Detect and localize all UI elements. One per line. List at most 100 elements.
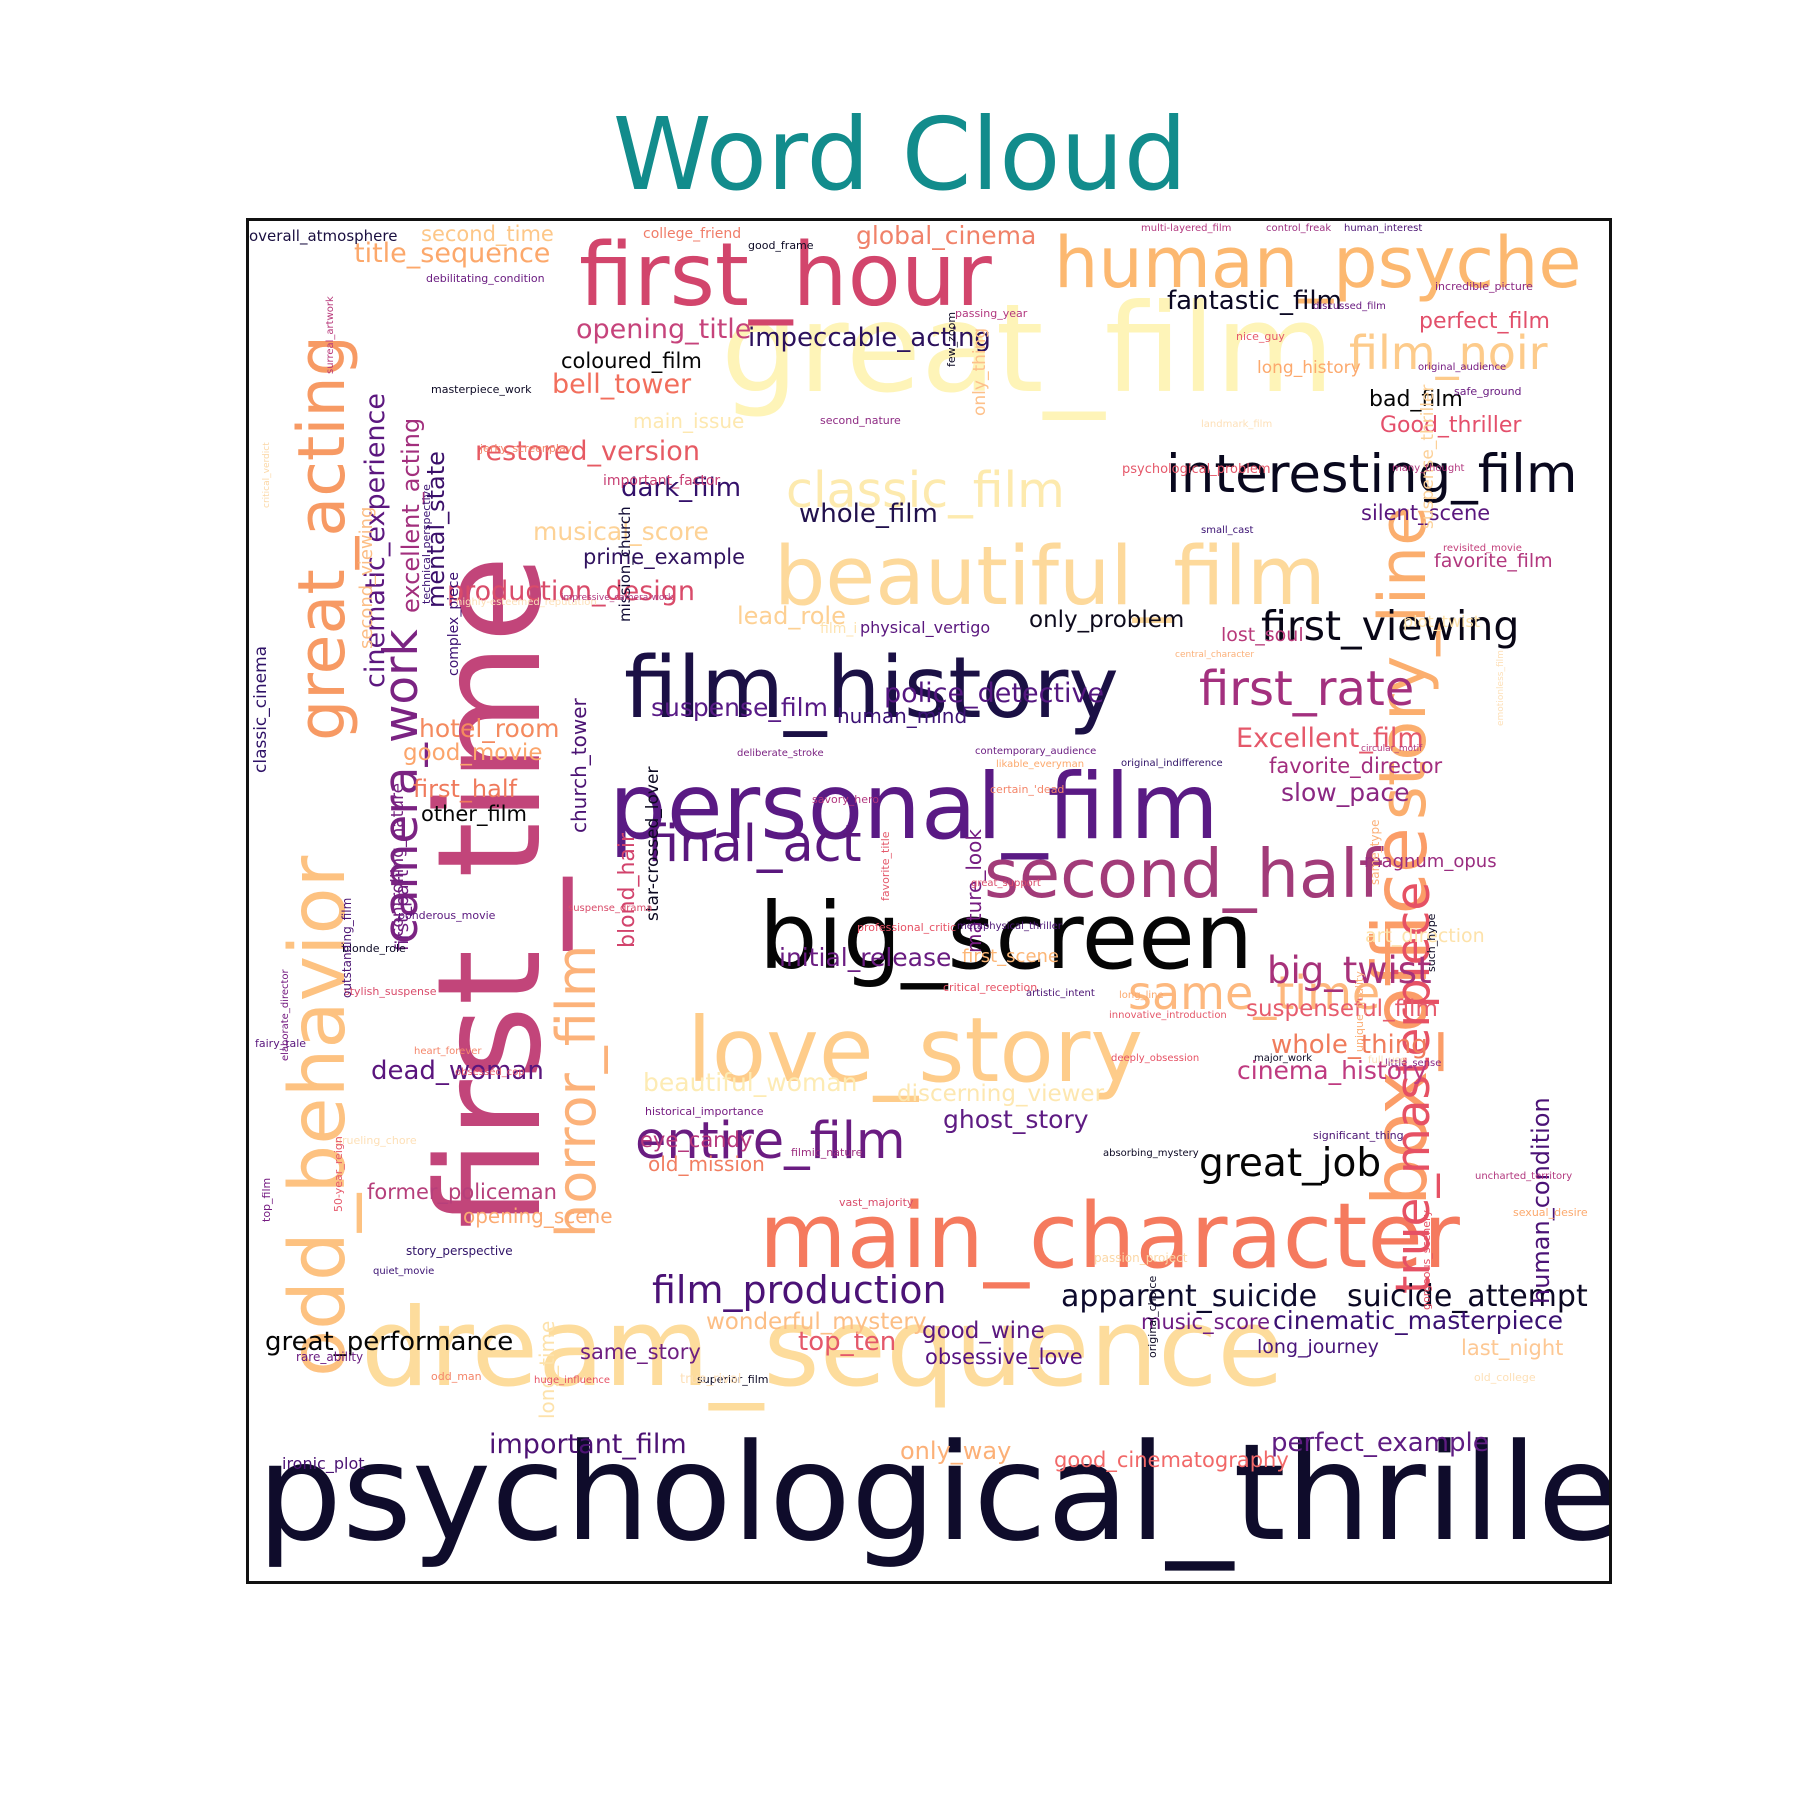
- word-apparent-suicide: apparent_suicide: [1061, 1279, 1317, 1314]
- word-classic-cinema: classic_cinema: [251, 646, 271, 773]
- word-huge-influence: huge_influence: [534, 1375, 610, 1386]
- word-plot-twist: plot_twist: [1403, 612, 1480, 632]
- word-obsessed-cop: obsessed_cop: [455, 1067, 525, 1078]
- word-significant-thing: significant_thing: [1313, 1129, 1404, 1142]
- word-outstanding-film: outstanding_film: [340, 898, 354, 998]
- word-surreal-artwork: surreal_artwork: [325, 296, 336, 374]
- word-first-viewing: first_viewing: [1261, 602, 1519, 650]
- word-dark-film: dark_film: [621, 473, 741, 503]
- word-good-movie: good_movie: [403, 740, 542, 766]
- word-interesting-film: interesting_film: [1166, 444, 1578, 505]
- word-second-half: second_half: [984, 835, 1384, 913]
- word-coloured-film: coloured_film: [561, 349, 702, 374]
- word-only-problem: only_problem: [1029, 607, 1184, 633]
- word-great-performance: great_performance: [265, 1327, 513, 1357]
- word-psychological-thriller: psychological_thriller: [257, 1415, 1609, 1571]
- word-contemporary-audience: contemporary_audience: [975, 746, 1096, 757]
- word-production-design: production_design: [447, 576, 695, 607]
- word-uncharted-territory: uncharted_territory: [1475, 1171, 1572, 1182]
- word-deliberate-stroke: deliberate_stroke: [737, 748, 824, 759]
- word-obsessive-love: obsessive_love: [925, 1345, 1083, 1370]
- word-dead-woman: dead_woman: [371, 1056, 544, 1086]
- word-major-work: major_work: [1254, 1053, 1312, 1064]
- word-restored-version: restored_version: [475, 436, 700, 467]
- word-suicide-attempt: suicide_attempt: [1347, 1279, 1588, 1314]
- word-ironic-plot: ironic_plot: [282, 1454, 365, 1474]
- word-bad-film: bad_film: [1369, 387, 1463, 412]
- word-perfect-example: perfect_example: [1271, 1428, 1489, 1458]
- word-highly-esteemed-reputation: highly-esteemed_reputation: [456, 597, 597, 608]
- word-camera-work: camera_work: [374, 629, 429, 944]
- word-revisited-movie: revisited_movie: [1443, 543, 1522, 554]
- word-last-night: last_night: [1461, 1336, 1563, 1361]
- word-second-nature: second_nature: [820, 414, 901, 427]
- word-such-hype: such_hype: [1425, 913, 1438, 972]
- word-discerning-viewer: discerning_viewer: [897, 1081, 1105, 1107]
- word-certain-dead: certain_'dead: [990, 783, 1064, 796]
- word-perfect-film: perfect_film: [1419, 309, 1550, 334]
- word-favorite-director: favorite_director: [1269, 754, 1443, 779]
- word-professional-critic: professional_critic: [857, 921, 956, 934]
- word-suspenseful-film: suspenseful_film: [1246, 996, 1438, 1022]
- word-hotel-room: hotel_room: [419, 714, 559, 743]
- word-metaphysical-thriller: metaphysical_thriller: [957, 921, 1063, 932]
- word-excellent-film: Excellent_film: [1236, 723, 1424, 754]
- word-passing-year: passing_year: [955, 307, 1028, 320]
- word-historical-importance: historical_importance: [645, 1105, 764, 1118]
- word-physical-vertigo: physical_vertigo: [860, 618, 990, 638]
- word-cinematic-experience: cinematic_experience: [360, 393, 391, 688]
- word-filmic-nature: filmic_nature: [791, 1146, 863, 1159]
- word-prime-example: prime_example: [583, 545, 745, 570]
- word-critical-reception: critical_reception: [943, 981, 1037, 994]
- word-magnum-opus: magnum_opus: [1364, 851, 1497, 872]
- word-long-journey: long_journey: [1257, 1336, 1379, 1358]
- word-big-screen: big_screen: [759, 883, 1253, 990]
- word-original-indifference: original_indifference: [1121, 758, 1223, 769]
- word-original-choice: original_choice: [1146, 1276, 1159, 1358]
- word-innovative-introduction: innovative_introduction: [1109, 1010, 1227, 1021]
- word-many-thought: many_thought: [1392, 463, 1465, 474]
- word-former-policeman: former_policeman: [367, 1180, 557, 1205]
- word-love-story: love_story: [687, 998, 1143, 1102]
- word-rare-ability: rare_ability: [296, 1350, 363, 1364]
- word-first-scene: first_scene: [962, 946, 1059, 967]
- word-few-zoom: few_zoom: [945, 312, 958, 367]
- word-horror-film: horror_film: [545, 945, 608, 1238]
- word-top-ten: top_ten: [798, 1327, 896, 1357]
- word-bell-tower: bell_tower: [552, 369, 692, 400]
- word-critical-verdict: critical_verdict: [262, 442, 272, 508]
- word-true-rival: true_rival: [680, 1372, 741, 1387]
- word-second-time: second_time: [421, 222, 554, 247]
- word-whole-thing: whole_thing: [1271, 1030, 1428, 1060]
- word-true-masterpiece: true_masterpiece: [1386, 882, 1441, 1294]
- word-jerky-screenplay: jerky_screenplay: [479, 442, 573, 455]
- word-favorite-title: favorite_title: [879, 831, 892, 901]
- word-odd-behavior: odd_behavior: [274, 855, 363, 1377]
- word-great-film: great_film: [721, 278, 1334, 420]
- word-only-way: only_way: [900, 1437, 1011, 1465]
- word-debilitating-condition: debilitating_condition: [426, 272, 545, 285]
- word-beautiful-film: beautiful_film: [774, 530, 1326, 624]
- word-old-mission: old_mission: [648, 1152, 765, 1176]
- word-human-condition: human_condition: [1527, 1097, 1555, 1304]
- word-star-crossed-lover: star-crossed_lover: [643, 767, 663, 921]
- word-other-film: other_film: [421, 802, 527, 827]
- word-elaborate-director: elaborate_director: [280, 968, 291, 1061]
- word-psychological-problem: psychological_problem: [1122, 462, 1271, 477]
- word-good-frame: good_frame: [748, 239, 814, 252]
- word-film-noir: film_noir: [1349, 326, 1548, 380]
- word-blond-hair: blond_hair: [615, 832, 640, 948]
- word-first-part: first_part: [392, 870, 413, 951]
- word-music-score: music_score: [1141, 1310, 1270, 1335]
- word-discussed-film: discussed_film: [1313, 301, 1386, 312]
- word-overall-atmosphere: overall_atmosphere: [249, 227, 397, 246]
- word-only-thing: only_thing: [970, 328, 990, 416]
- word-lost-soul: lost_soul: [1221, 624, 1304, 646]
- word-suspense-film: suspense_film: [651, 693, 828, 722]
- word-film-production: film_production: [652, 1268, 947, 1312]
- word-first-time: first_time: [406, 555, 573, 1229]
- word-ghost-story: ghost_story: [943, 1105, 1089, 1134]
- word-emotionless-film: emotionless_film: [1496, 650, 1506, 726]
- word-blonde-role: blonde_role: [342, 942, 406, 955]
- word-vast-majority: vast_majority: [839, 1196, 914, 1209]
